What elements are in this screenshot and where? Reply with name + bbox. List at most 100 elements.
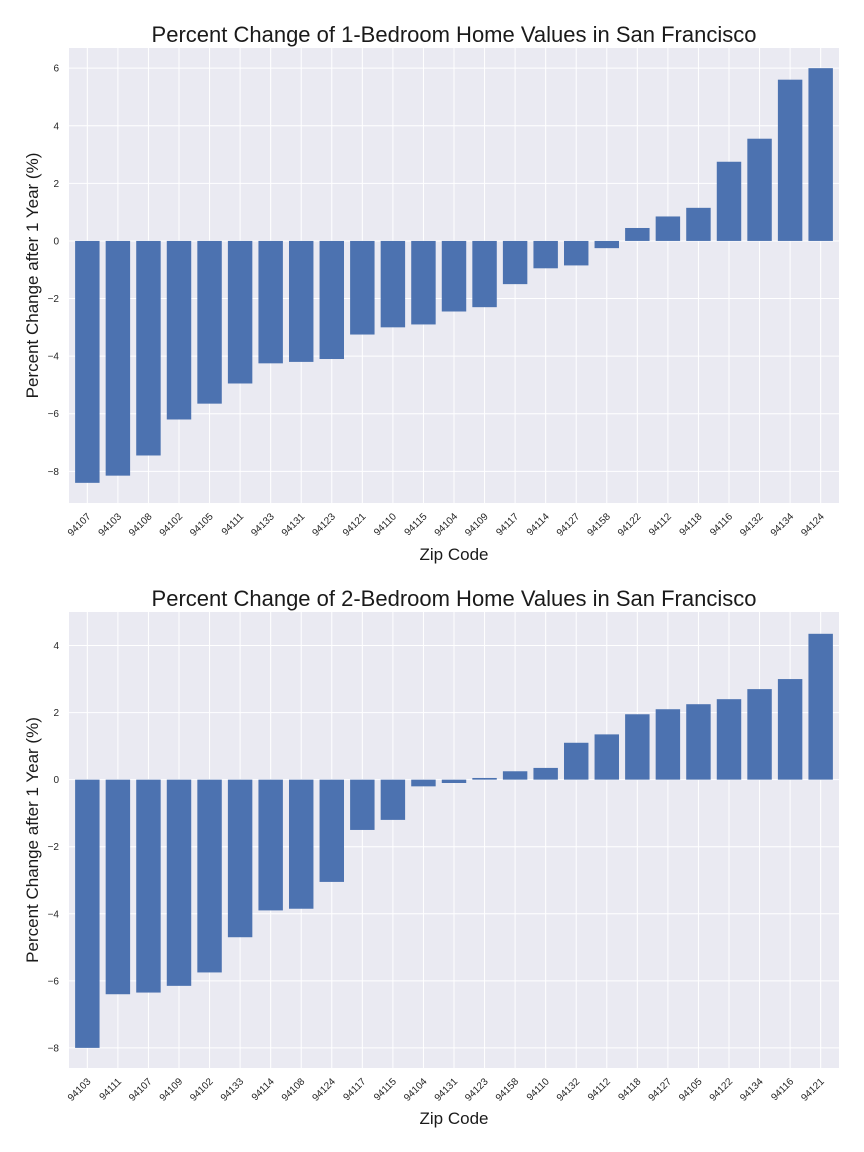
x-tick-label: 94131	[433, 1076, 461, 1104]
bar-94103	[105, 240, 131, 476]
x-tick-label: 94114	[250, 1076, 277, 1103]
bar-94109	[472, 240, 497, 308]
x-tick-label: 94105	[677, 1076, 705, 1104]
x-tick-label: 94112	[647, 511, 674, 538]
x-tick-label: 94158	[494, 1076, 522, 1104]
y-tick-label: −2	[48, 842, 60, 853]
bar-94107	[136, 779, 161, 993]
bar-94127	[655, 709, 681, 780]
x-tick-label: 94123	[463, 1076, 491, 1104]
bar-94111	[227, 240, 253, 384]
x-tick-label: 94158	[585, 511, 613, 539]
y-tick-label: 2	[53, 708, 59, 719]
x-tick-label: 94111	[220, 511, 247, 538]
bar-94122	[716, 699, 742, 780]
x-tick-label: 94116	[769, 1076, 796, 1103]
x-tick-label: 94103	[97, 511, 125, 539]
x-tick-label: 94115	[403, 511, 430, 538]
bar-94131	[289, 240, 314, 362]
bar-94110	[380, 240, 406, 328]
x-tick-label: 94124	[310, 1076, 338, 1104]
bar-94158	[502, 771, 528, 780]
y-tick-label: −2	[48, 294, 60, 305]
x-tick-label: 94109	[463, 511, 491, 539]
bar-94158	[594, 240, 619, 249]
bar-94133	[227, 779, 253, 938]
bar-94115	[380, 779, 406, 820]
y-tick-label: −6	[48, 409, 60, 420]
y-tick-label: −4	[48, 909, 60, 920]
bar-94104	[441, 240, 467, 312]
bar-94103	[75, 779, 100, 1048]
y-tick-label: 4	[53, 641, 59, 652]
bar-94134	[747, 689, 772, 780]
x-tick-label: 94134	[738, 1076, 766, 1104]
bar-94115	[411, 240, 436, 325]
y-tick-label: 0	[53, 775, 59, 786]
x-tick-label: 94133	[249, 511, 277, 539]
x-tick-label: 94134	[769, 511, 797, 539]
bar-94117	[350, 779, 375, 830]
bar-94105	[197, 240, 222, 404]
y-tick-label: 6	[53, 64, 59, 75]
bar-94132	[564, 742, 589, 780]
x-axis-label: Zip Code	[420, 545, 489, 564]
bar-94105	[686, 704, 711, 780]
x-tick-label: 94104	[402, 1076, 430, 1104]
x-tick-label: 94127	[647, 1076, 675, 1104]
bar-94109	[166, 779, 192, 986]
x-tick-label: 94112	[586, 1076, 613, 1103]
bar-94123	[319, 240, 344, 360]
bar-94111	[105, 779, 131, 995]
bar-94116	[777, 679, 803, 780]
x-tick-label: 94133	[219, 1076, 247, 1104]
bar-94116	[716, 161, 742, 241]
bar-94110	[533, 767, 558, 780]
chart-title: Percent Change of 2-Bedroom Home Values …	[152, 586, 757, 611]
x-tick-label: 94109	[158, 1076, 186, 1104]
bar-94114	[258, 779, 283, 911]
y-tick-label: −8	[48, 467, 60, 478]
bar-94133	[258, 240, 283, 364]
bar-94117	[502, 240, 528, 285]
x-tick-label: 94124	[799, 511, 827, 539]
bar-94131	[441, 779, 467, 783]
x-tick-label: 94122	[616, 511, 644, 539]
x-tick-label: 94132	[555, 1076, 583, 1104]
x-tick-label: 94121	[341, 511, 369, 539]
x-axis-label: Zip Code	[420, 1109, 489, 1128]
bar-94122	[625, 227, 650, 241]
y-tick-label: −6	[48, 976, 60, 987]
x-tick-label: 94110	[525, 1076, 552, 1103]
x-tick-label: 94114	[525, 511, 552, 538]
bar-94118	[625, 714, 650, 780]
y-axis-label: Percent Change after 1 Year (%)	[23, 717, 42, 963]
x-tick-label: 94102	[188, 1076, 216, 1104]
bar-94104	[411, 779, 436, 787]
y-tick-label: −4	[48, 352, 60, 363]
x-tick-label: 94108	[127, 511, 155, 539]
bar-94134	[777, 79, 803, 241]
bar-94127	[564, 240, 589, 266]
x-tick-label: 94122	[708, 1076, 736, 1104]
y-tick-label: 4	[53, 121, 59, 132]
bar-94112	[594, 734, 619, 780]
chart-title: Percent Change of 1-Bedroom Home Values …	[152, 22, 757, 47]
x-tick-label: 94105	[188, 511, 216, 539]
x-tick-label: 94117	[342, 1076, 369, 1103]
bar-94123	[472, 777, 497, 780]
bar-94108	[136, 240, 161, 456]
x-tick-label: 94110	[372, 511, 399, 538]
y-tick-label: −8	[48, 1043, 60, 1054]
bar-94118	[686, 207, 711, 241]
x-tick-label: 94117	[494, 511, 521, 538]
x-tick-label: 94123	[310, 511, 338, 539]
x-tick-label: 94131	[280, 511, 308, 539]
x-tick-label: 94111	[98, 1076, 125, 1103]
y-axis-label: Percent Change after 1 Year (%)	[23, 153, 42, 399]
bar-94121	[808, 633, 833, 780]
bar-94102	[197, 779, 222, 973]
